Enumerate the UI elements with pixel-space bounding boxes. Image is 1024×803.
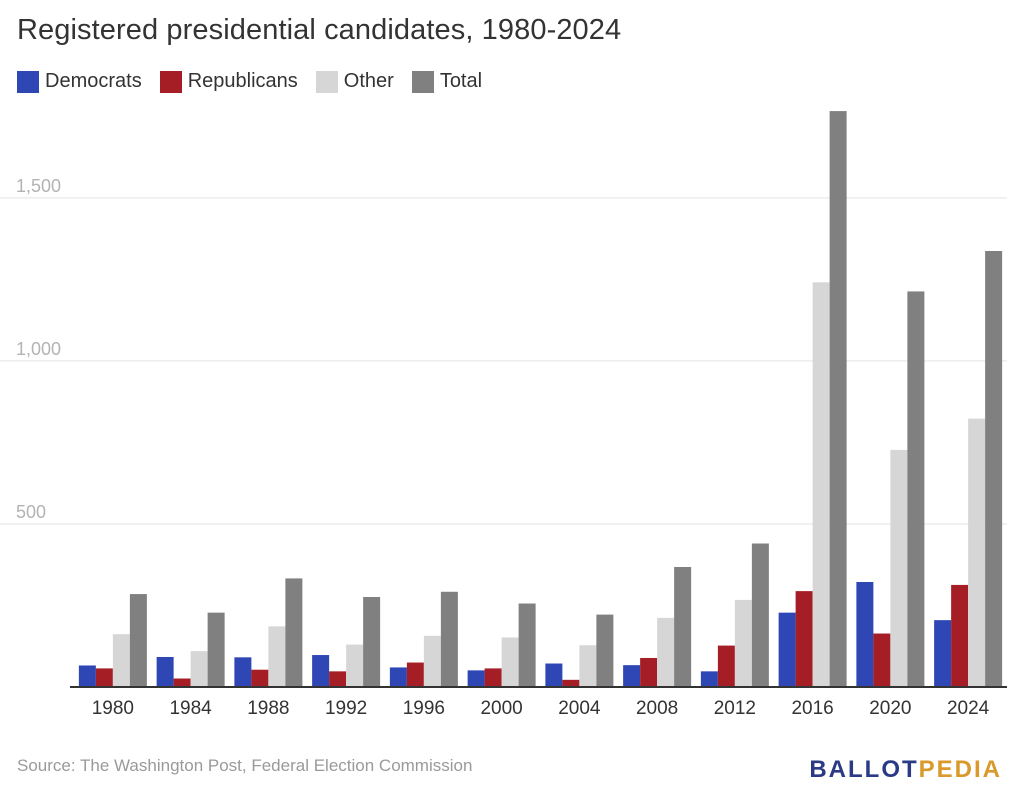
x-tick-label-1992: 1992 bbox=[325, 698, 367, 719]
legend-label-total: Total bbox=[439, 70, 483, 92]
x-tick-label-2000: 2000 bbox=[480, 698, 522, 719]
bar-democrats-1984 bbox=[156, 656, 174, 687]
x-tick-label-1996: 1996 bbox=[403, 698, 445, 719]
bar-total-2012 bbox=[751, 543, 769, 687]
legend-swatch-democrats bbox=[17, 70, 39, 93]
bar-democrats-2020 bbox=[856, 581, 874, 687]
bar-democrats-2008 bbox=[623, 665, 641, 687]
bar-republicans-2004 bbox=[562, 679, 580, 687]
legend-label-republicans: Republicans bbox=[187, 70, 298, 92]
logo-text-pedia: PEDIA bbox=[918, 756, 1002, 783]
y-tick-label-500: 500 bbox=[16, 502, 46, 522]
bar-republicans-2012 bbox=[717, 645, 735, 687]
logo-text-ballot: BALLOT bbox=[809, 756, 919, 783]
bar-total-1980 bbox=[129, 594, 147, 687]
bar-other-1996 bbox=[423, 635, 441, 687]
bar-republicans-1996 bbox=[406, 662, 424, 687]
bar-other-1984 bbox=[190, 651, 208, 687]
bar-republicans-1980 bbox=[95, 668, 113, 687]
chart-title: Registered presidential candidates, 1980… bbox=[17, 14, 622, 46]
legend-item-total: Total bbox=[411, 70, 483, 93]
chart-legend: Democrats Republicans Other Total bbox=[17, 70, 500, 93]
bar-democrats-2024 bbox=[934, 620, 952, 687]
bar-democrats-1992 bbox=[312, 655, 330, 687]
bar-total-1984 bbox=[207, 612, 225, 687]
x-tick-label-2004: 2004 bbox=[558, 698, 601, 719]
bar-other-2020 bbox=[890, 449, 908, 687]
source-note: Source: The Washington Post, Federal Ele… bbox=[17, 756, 473, 775]
x-tick-label-2020: 2020 bbox=[869, 698, 911, 719]
bar-total-2016 bbox=[829, 111, 847, 688]
bar-other-1992 bbox=[346, 644, 364, 687]
legend-swatch-republicans bbox=[159, 70, 182, 93]
x-tick-label-2024: 2024 bbox=[947, 698, 990, 719]
legend-swatch-total bbox=[411, 70, 434, 93]
bar-democrats-1980 bbox=[78, 665, 96, 687]
bar-democrats-1988 bbox=[234, 657, 252, 687]
bar-republicans-2024 bbox=[951, 584, 969, 687]
x-tick-label-2016: 2016 bbox=[791, 698, 833, 719]
bar-other-2000 bbox=[501, 637, 519, 687]
bar-total-2004 bbox=[596, 614, 614, 687]
bar-republicans-1988 bbox=[251, 669, 269, 687]
bar-republicans-2000 bbox=[484, 668, 502, 687]
bar-democrats-2016 bbox=[778, 612, 796, 687]
legend-swatch-other bbox=[315, 70, 338, 93]
bar-total-1996 bbox=[440, 591, 458, 687]
legend-label-other: Other bbox=[343, 70, 394, 92]
bar-republicans-1984 bbox=[173, 678, 191, 687]
y-tick-label-1000: 1,000 bbox=[16, 339, 61, 359]
bar-total-2024 bbox=[985, 250, 1003, 687]
ballotpedia-logo: BALLOTPEDIA bbox=[809, 756, 1002, 784]
x-tick-label-2008: 2008 bbox=[636, 698, 678, 719]
bar-total-2000 bbox=[518, 603, 536, 687]
bar-other-1988 bbox=[268, 626, 286, 687]
bar-other-2012 bbox=[734, 599, 752, 687]
x-tick-label-1988: 1988 bbox=[247, 698, 289, 719]
bar-democrats-2012 bbox=[700, 671, 718, 687]
bar-other-2024 bbox=[968, 418, 986, 687]
x-tick-label-2012: 2012 bbox=[714, 698, 756, 719]
bar-democrats-1996 bbox=[389, 667, 407, 687]
bar-democrats-2004 bbox=[545, 663, 563, 687]
bar-total-1988 bbox=[285, 578, 303, 687]
legend-label-democrats: Democrats bbox=[45, 70, 142, 92]
bar-republicans-2016 bbox=[795, 591, 813, 687]
legend-item-democrats: Democrats bbox=[17, 70, 142, 93]
y-tick-label-1500: 1,500 bbox=[16, 176, 61, 196]
bar-other-2016 bbox=[812, 282, 830, 687]
legend-item-other: Other bbox=[315, 70, 394, 93]
bar-chart: 500 1,000 1,500 1980 1984 1988 1992 1996 2000 200… bbox=[0, 111, 1007, 719]
legend-item-republicans: Republicans bbox=[159, 70, 298, 93]
bar-other-1980 bbox=[112, 634, 130, 687]
bar-republicans-1992 bbox=[329, 671, 347, 687]
bar-democrats-2000 bbox=[467, 670, 485, 687]
x-tick-label-1980: 1980 bbox=[92, 698, 134, 719]
bar-republicans-2020 bbox=[873, 633, 891, 687]
bar-other-2004 bbox=[579, 645, 597, 687]
x-tick-label-1984: 1984 bbox=[169, 698, 212, 719]
bar-total-1992 bbox=[363, 596, 381, 687]
bar-republicans-2008 bbox=[640, 657, 658, 687]
bar-total-2020 bbox=[907, 291, 925, 687]
bar-other-2008 bbox=[657, 617, 675, 687]
bar-total-2008 bbox=[674, 566, 692, 687]
